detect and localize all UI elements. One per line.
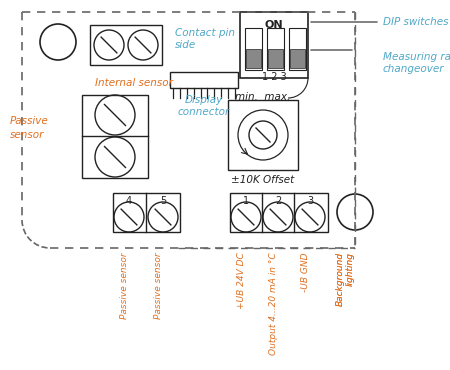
Text: Background
lighting: Background lighting: [336, 252, 355, 306]
Text: 1 2 3: 1 2 3: [261, 72, 286, 82]
FancyBboxPatch shape: [246, 49, 261, 68]
Text: 1: 1: [243, 196, 249, 206]
FancyBboxPatch shape: [290, 49, 305, 68]
Text: min.  max.: min. max.: [235, 92, 291, 102]
Text: Passive
sensor: Passive sensor: [10, 117, 49, 139]
Text: 5: 5: [160, 196, 166, 206]
Text: DIP switches: DIP switches: [383, 17, 449, 27]
Text: +UB 24V DC: +UB 24V DC: [237, 252, 246, 309]
Text: Internal sensor: Internal sensor: [95, 78, 173, 88]
Text: Passive sensor: Passive sensor: [154, 252, 163, 319]
Text: Background
lighting: Background lighting: [336, 252, 355, 306]
Text: Output 4...20 mA in °C: Output 4...20 mA in °C: [269, 252, 278, 354]
Text: 2: 2: [275, 196, 281, 206]
Text: Contact pin
side: Contact pin side: [175, 28, 235, 50]
Text: Measuring range
changeover: Measuring range changeover: [383, 52, 450, 74]
Text: ±10K Offset: ±10K Offset: [231, 175, 295, 185]
Text: -UB GND: -UB GND: [301, 252, 310, 292]
Text: Display
connector: Display connector: [178, 95, 230, 117]
FancyBboxPatch shape: [268, 49, 283, 68]
Text: ON: ON: [265, 20, 284, 30]
Text: 4: 4: [126, 196, 132, 206]
Text: 3: 3: [307, 196, 313, 206]
Text: Passive sensor: Passive sensor: [120, 252, 129, 319]
